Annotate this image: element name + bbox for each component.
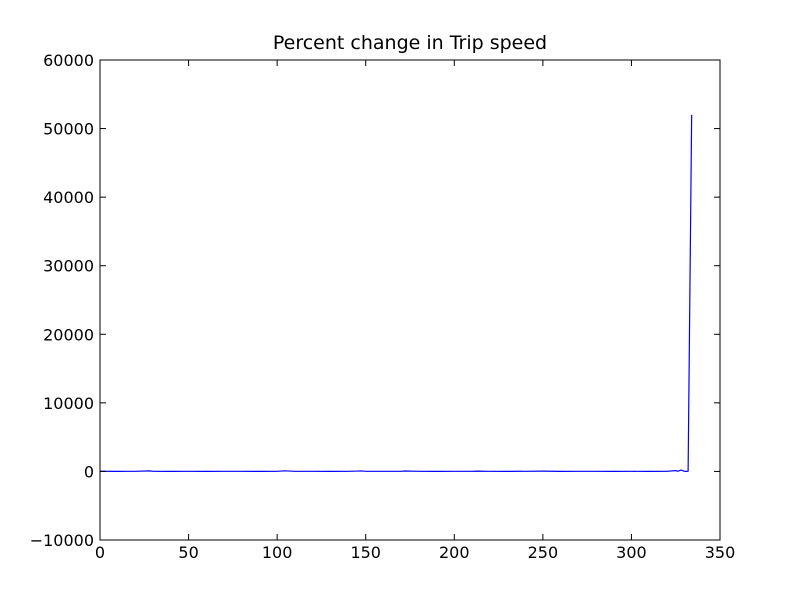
y-tick-label: −10000 bbox=[30, 531, 94, 550]
x-tick-label: 0 bbox=[95, 543, 105, 562]
y-tick-label: 0 bbox=[84, 462, 94, 481]
y-tick-label: 50000 bbox=[43, 120, 94, 139]
ticks-layer: 0 50 100 150 200 250 300 350−100000100002000030… bbox=[30, 51, 736, 562]
y-tick-label: 20000 bbox=[43, 325, 94, 344]
plot-area-frame bbox=[99, 59, 721, 541]
y-tick-label: 10000 bbox=[43, 394, 94, 413]
x-tick-label: 300 bbox=[616, 543, 647, 562]
y-tick-label: 30000 bbox=[43, 257, 94, 276]
series-line bbox=[99, 114, 693, 472]
x-tick-label: 50 bbox=[178, 543, 198, 562]
series-layer bbox=[99, 114, 693, 472]
x-tick-label: 250 bbox=[528, 543, 559, 562]
x-tick-label: 150 bbox=[350, 543, 381, 562]
x-tick-label: 100 bbox=[262, 543, 293, 562]
y-tick-label: 40000 bbox=[43, 188, 94, 207]
x-tick-label: 350 bbox=[705, 543, 736, 562]
y-tick-label: 60000 bbox=[43, 51, 94, 70]
x-tick-label: 200 bbox=[439, 543, 470, 562]
chart-title: Percent change in Trip speed bbox=[273, 32, 547, 54]
